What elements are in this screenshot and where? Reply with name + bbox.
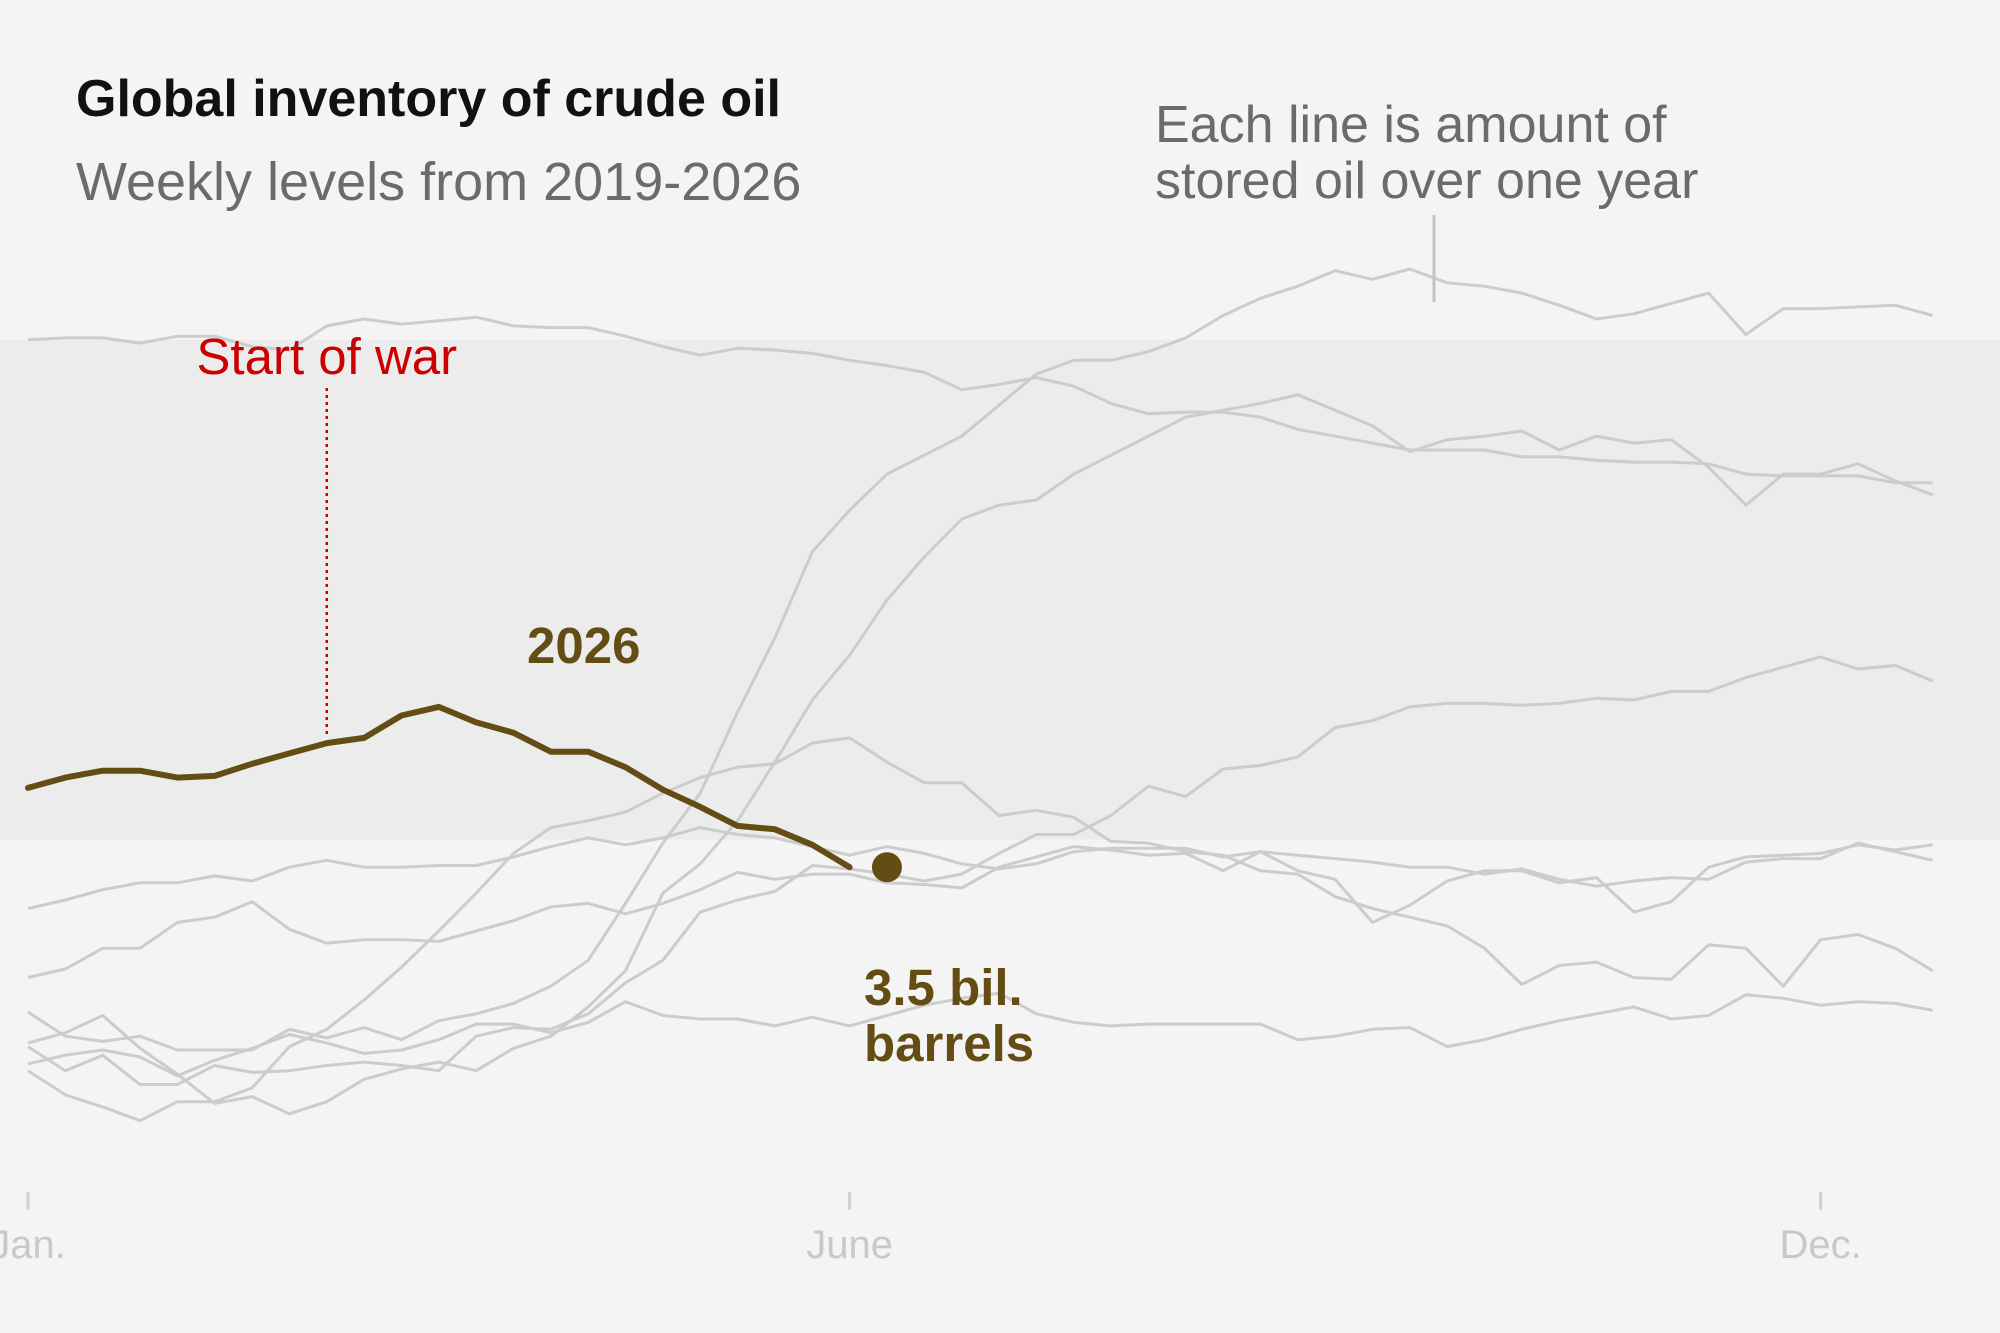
x-tick-label-jan: Jan. xyxy=(0,1223,66,1267)
chart-title: Global inventory of crude oil xyxy=(76,70,781,128)
annotation-note: Each line is amount of stored oil over on… xyxy=(1155,96,1698,210)
x-tick-label-june: June xyxy=(806,1223,893,1267)
series-line-1 xyxy=(27,315,1933,485)
end-value-label-line1: 3.5 bil. xyxy=(864,959,1023,1016)
annotation-note-line2: stored oil over one year xyxy=(1155,152,1698,210)
context-lines xyxy=(27,267,1934,1123)
range-band xyxy=(0,339,2000,840)
highlight-layer xyxy=(25,703,902,883)
series-line-4 xyxy=(27,843,1933,980)
band-layer xyxy=(0,339,2000,840)
series-line-2 xyxy=(27,826,1934,911)
series-line-8 xyxy=(27,267,1934,1052)
series-line-6 xyxy=(27,736,1934,1123)
event-label: Start of war xyxy=(196,328,457,385)
end-marker xyxy=(871,852,902,883)
x-axis: Jan. June Dec. xyxy=(0,1192,1862,1267)
series-line-3 xyxy=(27,991,1933,1078)
annotation-note-line1: Each line is amount of xyxy=(1155,96,1667,154)
series-line-7 xyxy=(27,393,1934,1116)
series-line-5 xyxy=(27,655,1934,1086)
series-line-2026 xyxy=(25,703,853,871)
chart-subtitle: Weekly levels from 2019-2026 xyxy=(76,152,801,212)
x-tick-label-dec: Dec. xyxy=(1779,1223,1861,1267)
end-value-label-line2: barrels xyxy=(864,1015,1034,1072)
series-label-2026: 2026 xyxy=(527,617,640,674)
